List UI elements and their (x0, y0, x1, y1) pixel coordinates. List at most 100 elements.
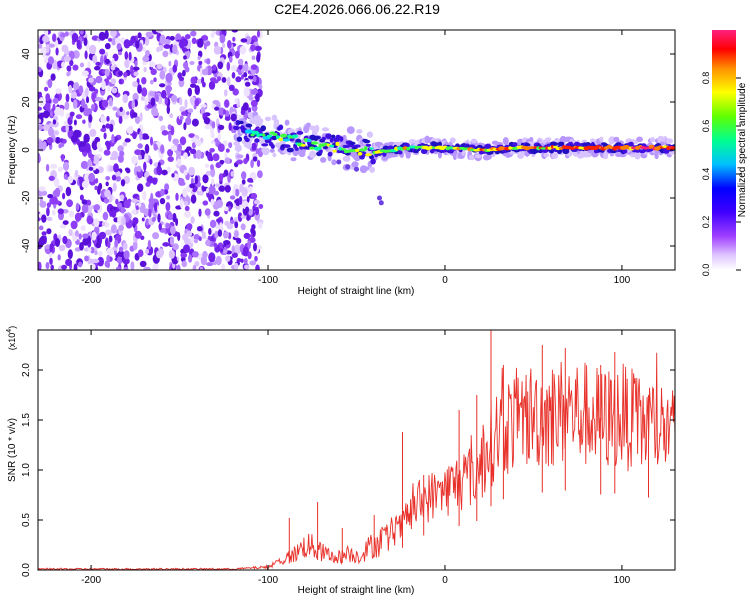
noise-blob (247, 251, 252, 260)
noise-blob (73, 82, 78, 90)
noise-blob (153, 77, 157, 82)
noise-blob (147, 239, 152, 250)
noise-blob (204, 124, 212, 130)
noise-blob (208, 185, 216, 195)
noise-blob (195, 139, 202, 147)
noise-blob (50, 73, 56, 81)
noise-blob (145, 31, 153, 37)
ridge-halo (256, 118, 263, 127)
noise-blob (150, 136, 153, 146)
noise-blob (250, 99, 258, 107)
noise-blob (85, 96, 90, 104)
noise-blob (225, 255, 231, 262)
noise-blob (199, 67, 204, 77)
noise-blob (78, 261, 83, 268)
noise-blob (159, 83, 166, 88)
noise-blob (66, 65, 72, 72)
noise-blob (79, 242, 84, 251)
noise-blob (213, 45, 221, 55)
x-tick-label: 0 (442, 575, 448, 586)
noise-blob (179, 97, 183, 106)
noise-blob (205, 170, 212, 176)
noise-blob (105, 181, 109, 187)
noise-blob (243, 63, 249, 73)
noise-blob (65, 258, 73, 266)
noise-blob (137, 154, 142, 161)
noise-blob (83, 133, 90, 143)
noise-blob (48, 43, 56, 48)
noise-blob (155, 30, 163, 33)
noise-blob (82, 119, 86, 124)
snr-y-label: SNR (10 * v/v) (7, 418, 18, 482)
noise-blob (229, 195, 236, 200)
noise-blob (122, 141, 128, 147)
noise-blob (84, 87, 89, 98)
noise-blob (169, 35, 175, 41)
noise-blob (40, 235, 46, 246)
noise-blob (109, 123, 114, 133)
ridge-halo (449, 137, 456, 143)
ridge-peak (357, 151, 363, 156)
noise-blob (145, 49, 150, 57)
ridge-peak (313, 146, 322, 151)
noise-blob (149, 61, 156, 68)
noise-blob (227, 40, 232, 49)
noise-blob (194, 175, 199, 185)
ridge-core (551, 142, 559, 146)
ridge-core (236, 136, 243, 142)
ridge-halo (314, 124, 320, 133)
noise-blob (187, 108, 194, 113)
noise-blob (105, 123, 111, 129)
noise-blob (203, 43, 207, 50)
ridge-core (318, 149, 323, 154)
noise-blob (38, 186, 46, 192)
noise-blob (172, 138, 179, 145)
noise-blob (38, 212, 43, 219)
noise-blob (190, 83, 197, 88)
noise-blob (146, 104, 154, 109)
noise-blob (229, 55, 233, 63)
noise-blob (240, 223, 246, 231)
noise-blob (234, 230, 239, 238)
noise-blob (251, 142, 257, 151)
noise-blob (46, 137, 54, 144)
noise-blob (228, 122, 232, 131)
noise-blob (119, 106, 123, 112)
noise-blob (65, 186, 72, 197)
noise-blob (179, 198, 184, 209)
noise-blob (84, 142, 91, 153)
noise-blob (123, 250, 130, 260)
noise-blob (191, 37, 197, 45)
ridge-halo (543, 152, 549, 158)
noise-blob (252, 156, 258, 162)
noise-blob (181, 260, 188, 268)
noise-blob (44, 102, 51, 111)
noise-blob (71, 91, 77, 99)
noise-blob (88, 172, 95, 182)
noise-blob (114, 239, 119, 248)
noise-blob (134, 60, 138, 67)
noise-blob (164, 183, 170, 191)
noise-blob (106, 247, 114, 256)
noise-blob (132, 240, 138, 251)
noise-blob (82, 237, 90, 246)
noise-blob (143, 266, 151, 270)
noise-blob (215, 199, 224, 208)
noise-blob (188, 166, 196, 176)
noise-blob (232, 36, 236, 42)
ridge-core (238, 120, 244, 125)
noise-blob (158, 115, 164, 122)
noise-blob (94, 136, 101, 143)
noise-blob (66, 199, 73, 208)
noise-blob (168, 60, 172, 67)
noise-blob (149, 91, 156, 97)
noise-blob (117, 202, 123, 210)
noise-blob (224, 157, 231, 164)
ridge-peak (266, 134, 273, 138)
noise-blob (156, 250, 163, 259)
noise-blob (194, 98, 200, 107)
noise-blob (84, 255, 89, 262)
noise-blob (250, 64, 258, 70)
noise-blob (97, 250, 103, 257)
noise-blob (161, 169, 168, 176)
